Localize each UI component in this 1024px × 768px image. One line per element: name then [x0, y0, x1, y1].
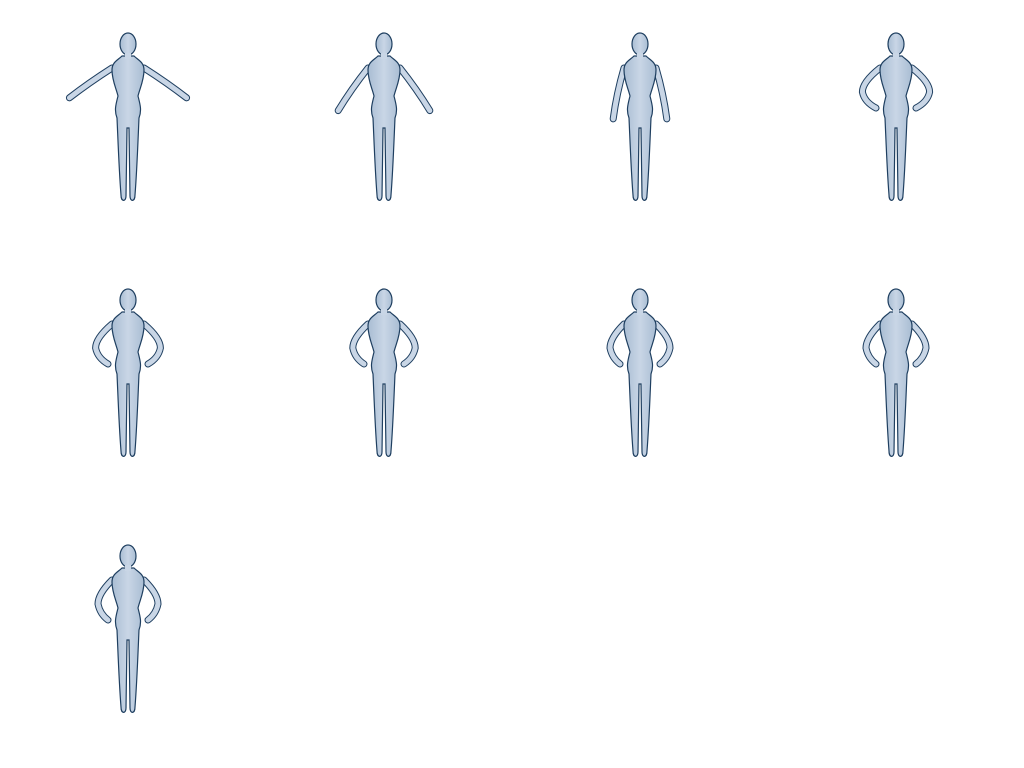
neck	[637, 53, 643, 59]
torso-and-legs	[367, 55, 401, 201]
mannequin-figure	[609, 32, 671, 201]
right-arm	[909, 321, 929, 367]
head	[887, 288, 905, 312]
pose-figure-cell	[256, 256, 512, 512]
mannequin-figure	[92, 288, 164, 457]
pose-figure-cell	[256, 0, 512, 256]
pose-figure-cell	[0, 0, 256, 256]
torso-and-legs	[111, 55, 145, 201]
right-arm	[141, 321, 163, 367]
mannequin-figure	[606, 288, 674, 457]
mannequin-figure	[349, 288, 419, 457]
mannequin-figure	[862, 288, 930, 457]
head	[119, 288, 137, 312]
left-arm	[66, 65, 115, 101]
torso-and-legs	[111, 567, 145, 713]
pose-figure-cell	[768, 256, 1024, 512]
left-arm	[863, 321, 883, 367]
right-arm	[909, 65, 933, 111]
neck	[381, 309, 387, 315]
neck	[893, 53, 899, 59]
right-arm	[397, 321, 418, 367]
head	[631, 288, 649, 312]
mannequin-figure	[334, 32, 434, 201]
torso-and-legs	[111, 311, 145, 457]
torso-and-legs	[367, 311, 401, 457]
neck	[125, 309, 131, 315]
left-arm	[335, 65, 371, 114]
left-arm	[610, 65, 627, 122]
mannequin-figure	[65, 32, 191, 201]
pose-figure-cell	[768, 0, 1024, 256]
neck	[125, 565, 131, 571]
right-arm	[653, 321, 673, 367]
left-arm	[607, 321, 627, 367]
pose-figure-cell	[512, 0, 768, 256]
torso-and-legs	[879, 311, 913, 457]
pose-figure-cell	[0, 512, 256, 768]
left-arm	[859, 65, 883, 111]
pose-figure-cell	[512, 256, 768, 512]
torso-and-legs	[623, 55, 657, 201]
head	[119, 544, 137, 568]
head	[375, 288, 393, 312]
head	[119, 32, 137, 56]
pose-figure-cell	[0, 256, 256, 512]
right-arm	[141, 65, 190, 101]
right-arm	[397, 65, 433, 114]
torso-and-legs	[879, 55, 913, 201]
head	[887, 32, 905, 56]
torso-and-legs	[623, 311, 657, 457]
right-arm	[141, 577, 161, 623]
head	[631, 32, 649, 56]
neck	[893, 309, 899, 315]
neck	[381, 53, 387, 59]
neck	[125, 53, 131, 59]
right-arm	[653, 65, 670, 122]
left-arm	[93, 321, 115, 367]
left-arm	[95, 577, 115, 623]
left-arm	[350, 321, 371, 367]
mannequin-figure	[94, 544, 162, 713]
mannequin-figure	[858, 32, 934, 201]
head	[375, 32, 393, 56]
neck	[637, 309, 643, 315]
